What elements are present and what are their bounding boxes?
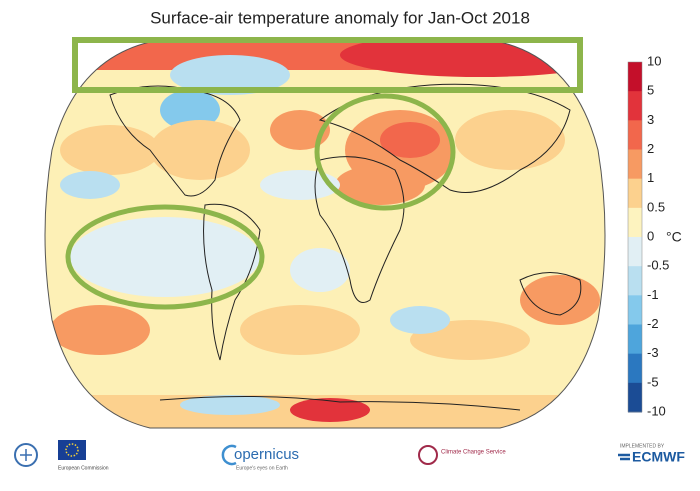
eu-logo: European Commission bbox=[58, 440, 109, 471]
colorbar-swatch bbox=[628, 353, 642, 384]
colorbar-label: -3 bbox=[647, 345, 659, 360]
map bbox=[45, 42, 605, 428]
highlight-arctic bbox=[72, 37, 583, 93]
map-title: Surface-air temperature anomaly for Jan-… bbox=[150, 8, 530, 27]
copernicus-text: opernicus bbox=[234, 446, 299, 463]
colorbar: 10 5 3 2 1 0.5 0 -0.5 -1 -2 -3 -5 -10 bbox=[627, 53, 669, 418]
colorbar-label: -2 bbox=[647, 316, 659, 331]
colorbar-swatch bbox=[628, 324, 642, 355]
colorbar-swatch bbox=[628, 207, 642, 238]
colorbar-swatch bbox=[628, 295, 642, 325]
colorbar-label: -0.5 bbox=[647, 258, 669, 273]
colorbar-label: 3 bbox=[647, 112, 654, 127]
colorbar-label: 2 bbox=[647, 141, 654, 156]
colorbar-label: 0 bbox=[647, 228, 654, 243]
wmo-logo bbox=[14, 443, 38, 467]
ccs-logo: Climate Change Service bbox=[418, 445, 506, 465]
copernicus-tagline: Europe's eyes on Earth bbox=[236, 465, 288, 471]
highlight-europe bbox=[314, 93, 456, 211]
copernicus-logo: opernicus Europe's eyes on Earth bbox=[221, 444, 299, 471]
highlight-pacific bbox=[65, 204, 265, 310]
colorbar-swatch bbox=[628, 62, 642, 92]
eu-text: European Commission bbox=[58, 465, 109, 471]
colorbar-swatch bbox=[628, 91, 642, 121]
colorbar-swatch bbox=[628, 266, 642, 296]
colorbar-swatch bbox=[628, 120, 642, 150]
colorbar-label: -1 bbox=[647, 287, 659, 302]
colorbar-label: -5 bbox=[647, 374, 659, 389]
colorbar-frame bbox=[627, 61, 643, 413]
colorbar-label: 0.5 bbox=[647, 199, 665, 214]
colorbar-label: 5 bbox=[647, 83, 654, 98]
colorbar-label: 1 bbox=[647, 170, 654, 185]
colorbar-swatch bbox=[628, 237, 642, 267]
ecmwf-logo: IMPLEMENTED BY ECMWF bbox=[618, 443, 685, 465]
colorbar-swatch bbox=[628, 149, 642, 180]
colorbar-unit: °C bbox=[666, 229, 682, 245]
ecmwf-tagline: IMPLEMENTED BY bbox=[620, 443, 665, 449]
colorbar-label: 10 bbox=[647, 53, 661, 68]
ccs-text: Climate Change Service bbox=[441, 450, 506, 456]
colorbar-swatch bbox=[628, 382, 642, 413]
ecmwf-text: ECMWF bbox=[632, 449, 685, 465]
map-border bbox=[44, 41, 606, 429]
colorbar-swatch bbox=[628, 178, 642, 209]
colorbar-label: -10 bbox=[647, 403, 666, 418]
